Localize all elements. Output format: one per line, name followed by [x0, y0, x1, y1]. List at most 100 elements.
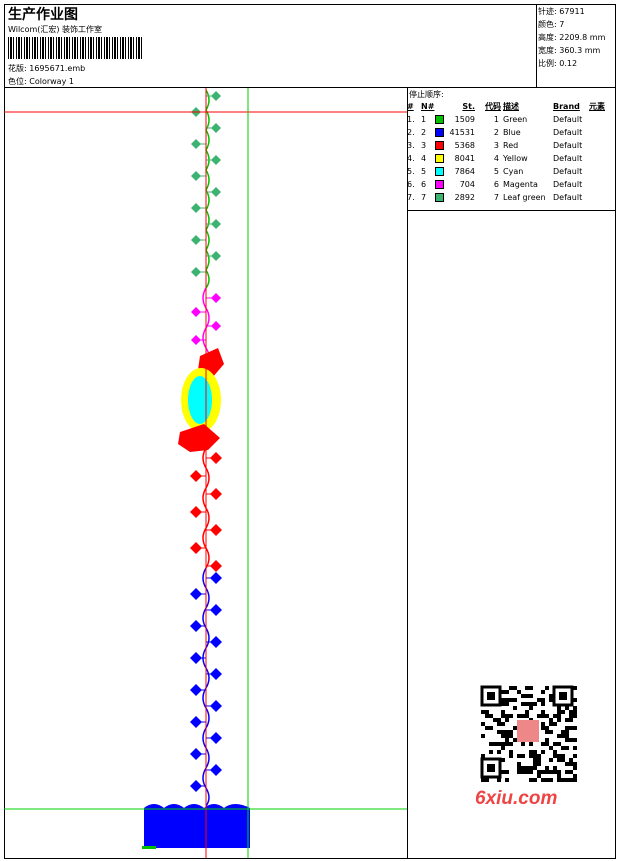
colorway-label: 色位:	[8, 77, 27, 86]
qr-module	[505, 718, 509, 722]
qr-module	[501, 722, 505, 726]
row-element	[589, 178, 605, 191]
qr-module	[505, 730, 509, 734]
qr-module	[533, 754, 537, 758]
qr-module	[509, 714, 513, 718]
qr-module	[561, 734, 565, 738]
qr-center-logo	[517, 720, 539, 742]
row-code: 3	[493, 141, 499, 150]
row-stitches: 1509	[435, 113, 475, 126]
color-swatch	[435, 180, 444, 189]
row-index: 7.	[407, 193, 415, 202]
qr-module	[557, 758, 561, 762]
row-stitches: 2892	[435, 191, 475, 204]
qr-module	[513, 706, 517, 710]
sequence-title: 停止顺序:	[409, 90, 444, 99]
qr-module	[553, 714, 557, 718]
table-row: 2. 2 41531 2 Blue Default	[407, 126, 605, 139]
qr-module	[505, 738, 509, 742]
qr-module	[509, 686, 513, 690]
row-brand: Default	[553, 154, 583, 163]
qr-module	[557, 718, 561, 722]
qr-module	[569, 758, 573, 762]
qr-module	[557, 734, 561, 738]
qr-module	[573, 710, 577, 714]
qr-module	[569, 778, 573, 782]
qr-module	[569, 770, 573, 774]
qr-module	[569, 762, 573, 766]
stop-sequence-table: # N# St. 代码 描述 Brand 元素 1. 1 1509 1 Green Def…	[407, 100, 605, 204]
stat-stitches: 针迹: 67911	[538, 7, 585, 16]
col-stitches: St.	[462, 101, 475, 111]
qr-module	[505, 702, 509, 706]
qr-finder-center	[487, 764, 495, 772]
qr-module	[509, 750, 513, 754]
qr-module	[493, 742, 497, 746]
qr-module	[545, 686, 549, 690]
qr-module	[505, 690, 509, 694]
color-swatch	[435, 193, 444, 202]
qr-module	[573, 726, 577, 730]
row-description: Magenta	[503, 180, 538, 189]
qr-module	[565, 718, 569, 722]
qr-module	[545, 714, 549, 718]
color-swatch	[435, 167, 444, 176]
barcode	[8, 37, 142, 59]
qr-module	[553, 750, 557, 754]
row-description: Cyan	[503, 167, 524, 176]
qr-module	[497, 718, 501, 722]
qr-module	[565, 730, 569, 734]
row-brand: Default	[553, 141, 583, 150]
row-needle: 7	[421, 193, 427, 202]
qr-module	[529, 778, 533, 782]
qr-module	[549, 778, 553, 782]
qr-module	[565, 726, 569, 730]
qr-module	[529, 754, 533, 758]
company-name: Wilcom(汇宏) 装饰工作室	[8, 25, 103, 34]
row-code: 7	[493, 193, 499, 202]
qr-module	[565, 778, 569, 782]
qr-module	[525, 702, 529, 706]
color-swatch	[435, 115, 444, 124]
qr-module	[561, 730, 565, 734]
qr-module	[537, 774, 541, 778]
qr-module	[529, 742, 533, 746]
qr-module	[537, 714, 541, 718]
qr-module	[497, 730, 501, 734]
qr-module	[541, 722, 545, 726]
qr-module	[529, 766, 533, 770]
table-row: 3. 3 5368 3 Red Default	[407, 139, 605, 152]
qr-module	[517, 690, 521, 694]
row-description: Red	[503, 141, 519, 150]
qr-module	[529, 706, 533, 710]
qr-module	[501, 742, 505, 746]
qr-module	[545, 778, 549, 782]
qr-module	[497, 750, 501, 754]
qr-module	[557, 710, 561, 714]
qr-module	[557, 774, 561, 778]
qr-module	[493, 718, 497, 722]
qr-module	[521, 754, 525, 758]
qr-module	[517, 766, 521, 770]
qr-module	[553, 754, 557, 758]
qr-module	[513, 726, 517, 730]
blank-panel-frame	[407, 210, 616, 859]
design-label: 花版:	[8, 64, 27, 73]
qr-module	[549, 770, 553, 774]
qr-module	[505, 714, 509, 718]
qr-module	[553, 766, 557, 770]
row-code: 1	[493, 115, 499, 124]
watermark-logo: 6xiu.com	[475, 788, 558, 809]
colorway-info: 色位: Colorway 1	[8, 76, 74, 87]
qr-module	[501, 702, 505, 706]
col-description: 描述	[503, 101, 519, 111]
qr-module	[541, 698, 545, 702]
row-index: 4.	[407, 154, 415, 163]
qr-module	[565, 734, 569, 738]
row-brand: Default	[553, 115, 583, 124]
qr-module	[561, 778, 565, 782]
qr-module	[537, 698, 541, 702]
qr-module	[553, 722, 557, 726]
design-info: 花版: 1695671.emb	[8, 63, 85, 74]
qr-module	[561, 758, 565, 762]
